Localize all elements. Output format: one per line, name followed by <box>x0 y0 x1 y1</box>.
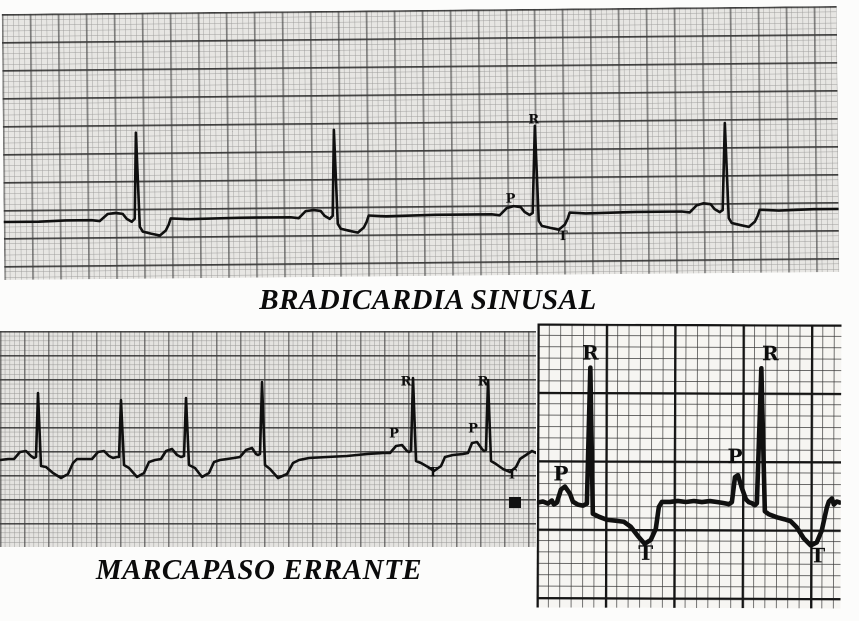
wave-label-p: P <box>506 192 516 207</box>
ecg-detail-magnified: P R T P R T <box>536 323 842 609</box>
wave-label-p: P <box>389 427 399 442</box>
caption-marcapaso-errante: MARCAPASO ERRANTE <box>95 554 423 586</box>
ecg-grid-heavy <box>536 323 842 609</box>
scan-artifact-mark <box>509 497 521 508</box>
wave-labels: P R T <box>506 112 569 244</box>
ecg-strip-sinus-bradycardia: P R T <box>1 5 840 281</box>
ecg-grid-heavy <box>0 331 536 547</box>
wave-label-r: R <box>401 375 412 390</box>
wave-label-t: T <box>638 541 653 565</box>
ecg-paper-detail: P R T P R T <box>536 323 842 609</box>
wave-label-p: P <box>468 422 478 437</box>
ecg-paper-bottom-left: P R T P R T <box>0 331 536 547</box>
wave-labels: P R T P R T <box>553 341 825 568</box>
ecg-trace <box>536 365 842 548</box>
wave-labels: P R T P R T <box>389 375 517 483</box>
wave-label-p: P <box>727 444 742 468</box>
wave-label-t: T <box>810 543 825 567</box>
ecg-paper-top: P R T <box>1 5 840 281</box>
wave-label-t: T <box>507 468 517 483</box>
wave-label-r: R <box>478 375 489 390</box>
ecg-trace <box>2 121 840 237</box>
ecg-strip-wandering-pacemaker: P R T P R T <box>0 331 536 547</box>
wave-label-r: R <box>528 112 539 127</box>
caption-bradicardia-sinusal: BRADICARDIA SINUSAL <box>259 284 597 316</box>
wave-label-r: R <box>762 341 779 365</box>
wave-label-p: P <box>553 462 568 486</box>
wave-label-t: T <box>428 466 438 481</box>
ecg-grid-heavy <box>1 5 840 281</box>
ecg-trace <box>0 376 536 480</box>
wave-label-r: R <box>582 341 599 365</box>
wave-label-t: T <box>558 229 568 244</box>
